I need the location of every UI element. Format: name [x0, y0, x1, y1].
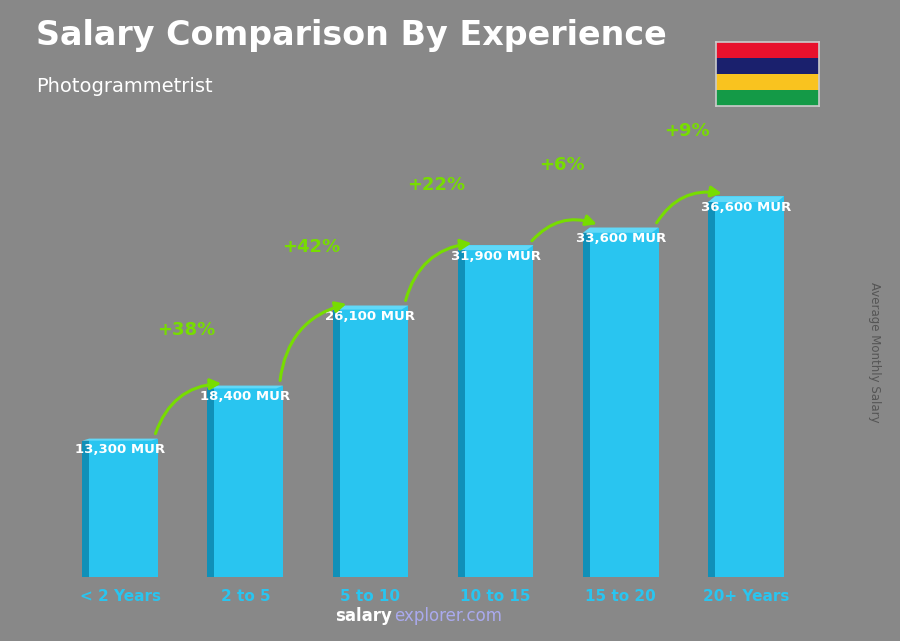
Text: +6%: +6% [539, 156, 584, 174]
Bar [214, 386, 284, 577]
Text: 36,600 MUR: 36,600 MUR [701, 201, 791, 214]
Bar [339, 306, 409, 577]
Text: Salary Comparison By Experience: Salary Comparison By Experience [36, 19, 667, 52]
Text: 2 to 5: 2 to 5 [220, 588, 270, 604]
Bar [716, 42, 819, 58]
Polygon shape [208, 386, 284, 388]
Bar [89, 438, 158, 577]
Text: 33,600 MUR: 33,600 MUR [576, 232, 666, 246]
Bar [583, 233, 590, 577]
Text: +38%: +38% [158, 320, 215, 339]
Text: 31,900 MUR: 31,900 MUR [451, 250, 541, 263]
Text: 13,300 MUR: 13,300 MUR [75, 444, 166, 456]
Text: 10 to 15: 10 to 15 [461, 588, 531, 604]
Text: +42%: +42% [283, 238, 340, 256]
Polygon shape [583, 228, 659, 233]
Text: +9%: +9% [664, 122, 709, 140]
Text: 5 to 10: 5 to 10 [340, 588, 400, 604]
Bar [464, 246, 534, 577]
Text: < 2 Years: < 2 Years [80, 588, 161, 604]
Bar [716, 90, 819, 106]
Bar [208, 388, 214, 577]
Polygon shape [708, 196, 784, 202]
Bar [590, 228, 659, 577]
Text: explorer.com: explorer.com [394, 607, 502, 625]
Text: Average Monthly Salary: Average Monthly Salary [868, 282, 881, 423]
Text: 20+ Years: 20+ Years [703, 588, 789, 604]
Text: +22%: +22% [408, 176, 465, 194]
Bar [716, 74, 819, 90]
Bar [82, 440, 89, 577]
Bar [333, 310, 339, 577]
Bar [708, 202, 715, 577]
Bar [716, 58, 819, 74]
Polygon shape [333, 306, 409, 310]
Polygon shape [82, 438, 158, 440]
Bar [715, 196, 784, 577]
Text: Photogrammetrist: Photogrammetrist [36, 77, 212, 96]
Bar [458, 250, 464, 577]
Text: salary: salary [335, 607, 392, 625]
Text: 15 to 20: 15 to 20 [585, 588, 656, 604]
Text: 26,100 MUR: 26,100 MUR [326, 310, 416, 323]
Polygon shape [458, 246, 534, 250]
Text: 18,400 MUR: 18,400 MUR [201, 390, 291, 403]
